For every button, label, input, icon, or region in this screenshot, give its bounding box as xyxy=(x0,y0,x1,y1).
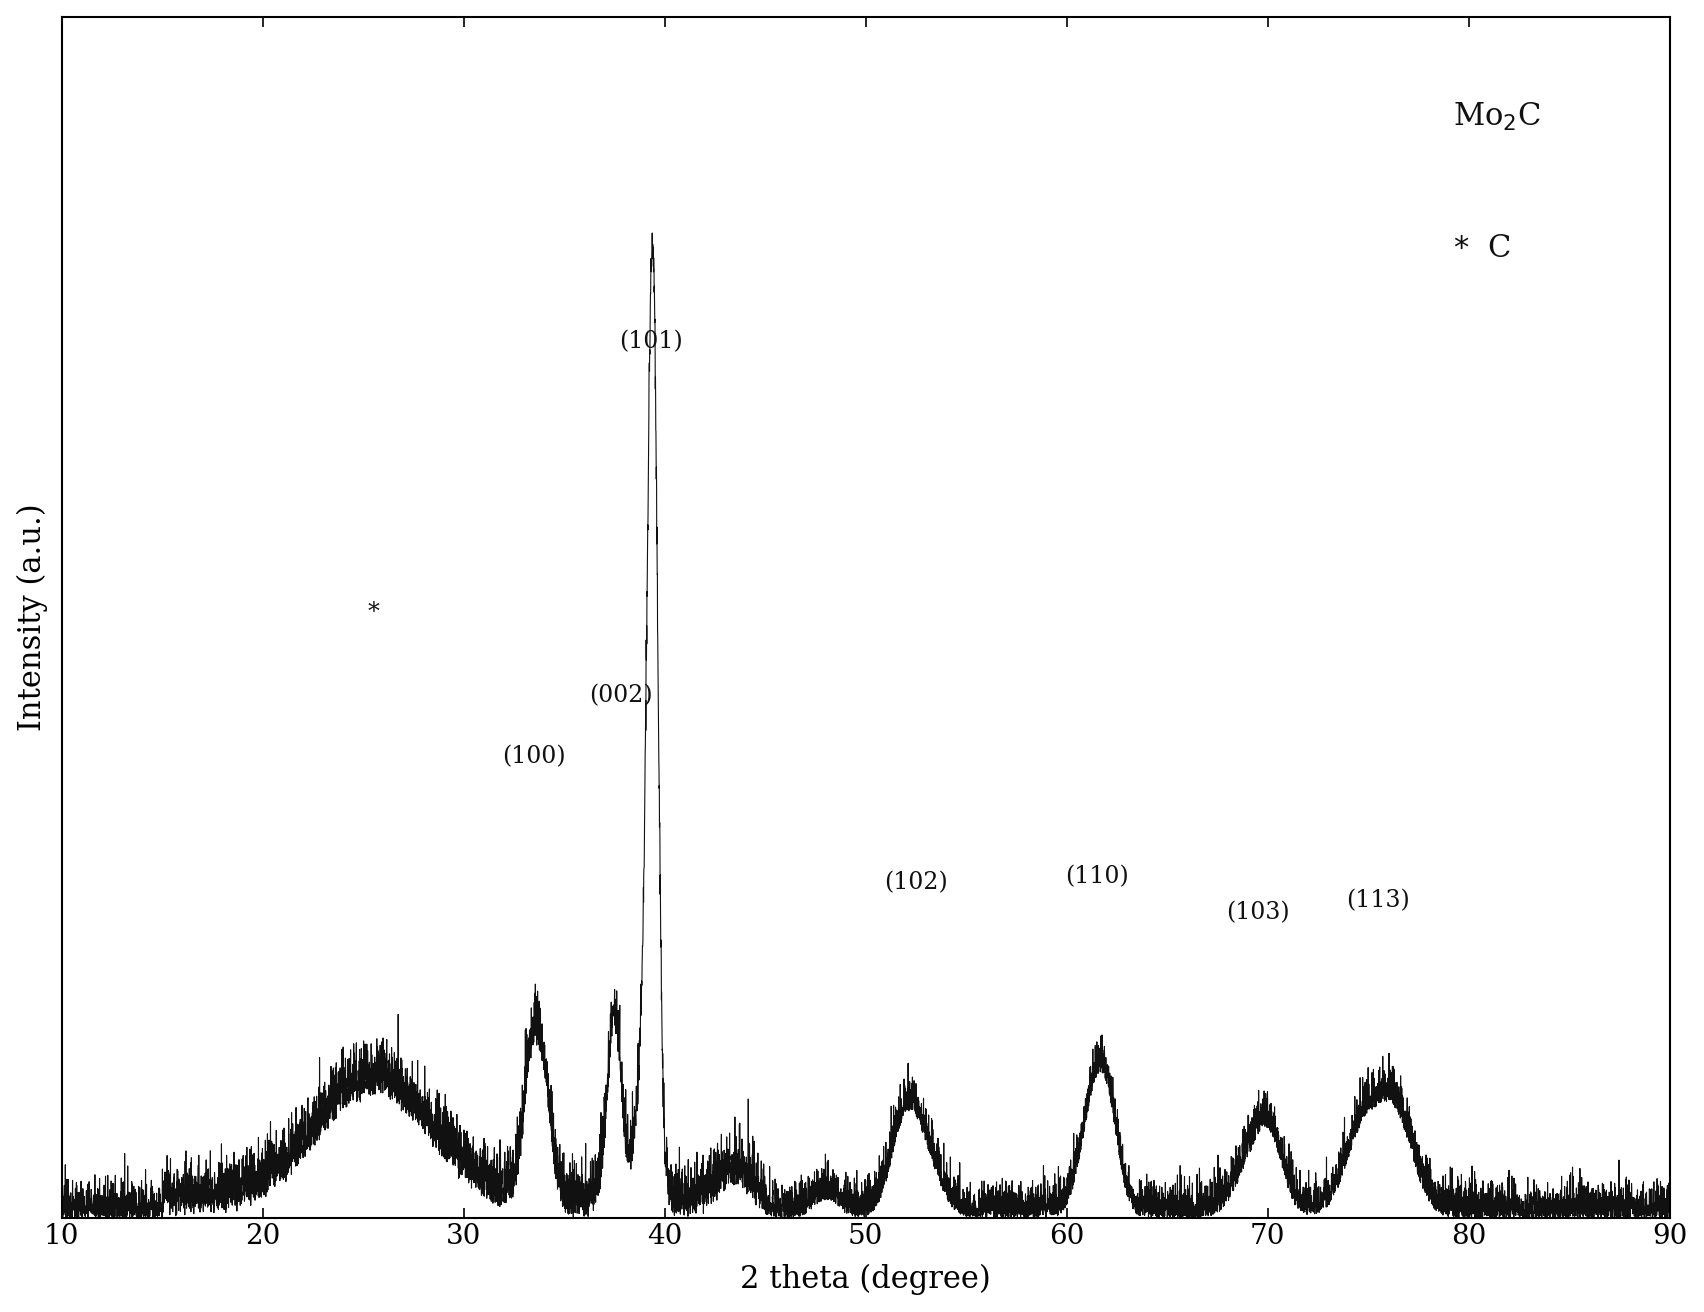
Text: Mo$_2$C: Mo$_2$C xyxy=(1452,101,1540,133)
Y-axis label: Intensity (a.u.): Intensity (a.u.) xyxy=(17,504,48,731)
Text: (110): (110) xyxy=(1065,865,1128,888)
Text: *: * xyxy=(368,601,380,623)
Text: (113): (113) xyxy=(1346,890,1411,912)
Text: (102): (102) xyxy=(884,871,947,893)
Text: $*$  C: $*$ C xyxy=(1452,234,1511,264)
Text: (101): (101) xyxy=(619,331,683,353)
Text: (100): (100) xyxy=(503,745,566,768)
Text: (002): (002) xyxy=(588,685,653,707)
X-axis label: 2 theta (degree): 2 theta (degree) xyxy=(740,1265,992,1295)
Text: (103): (103) xyxy=(1225,901,1290,924)
